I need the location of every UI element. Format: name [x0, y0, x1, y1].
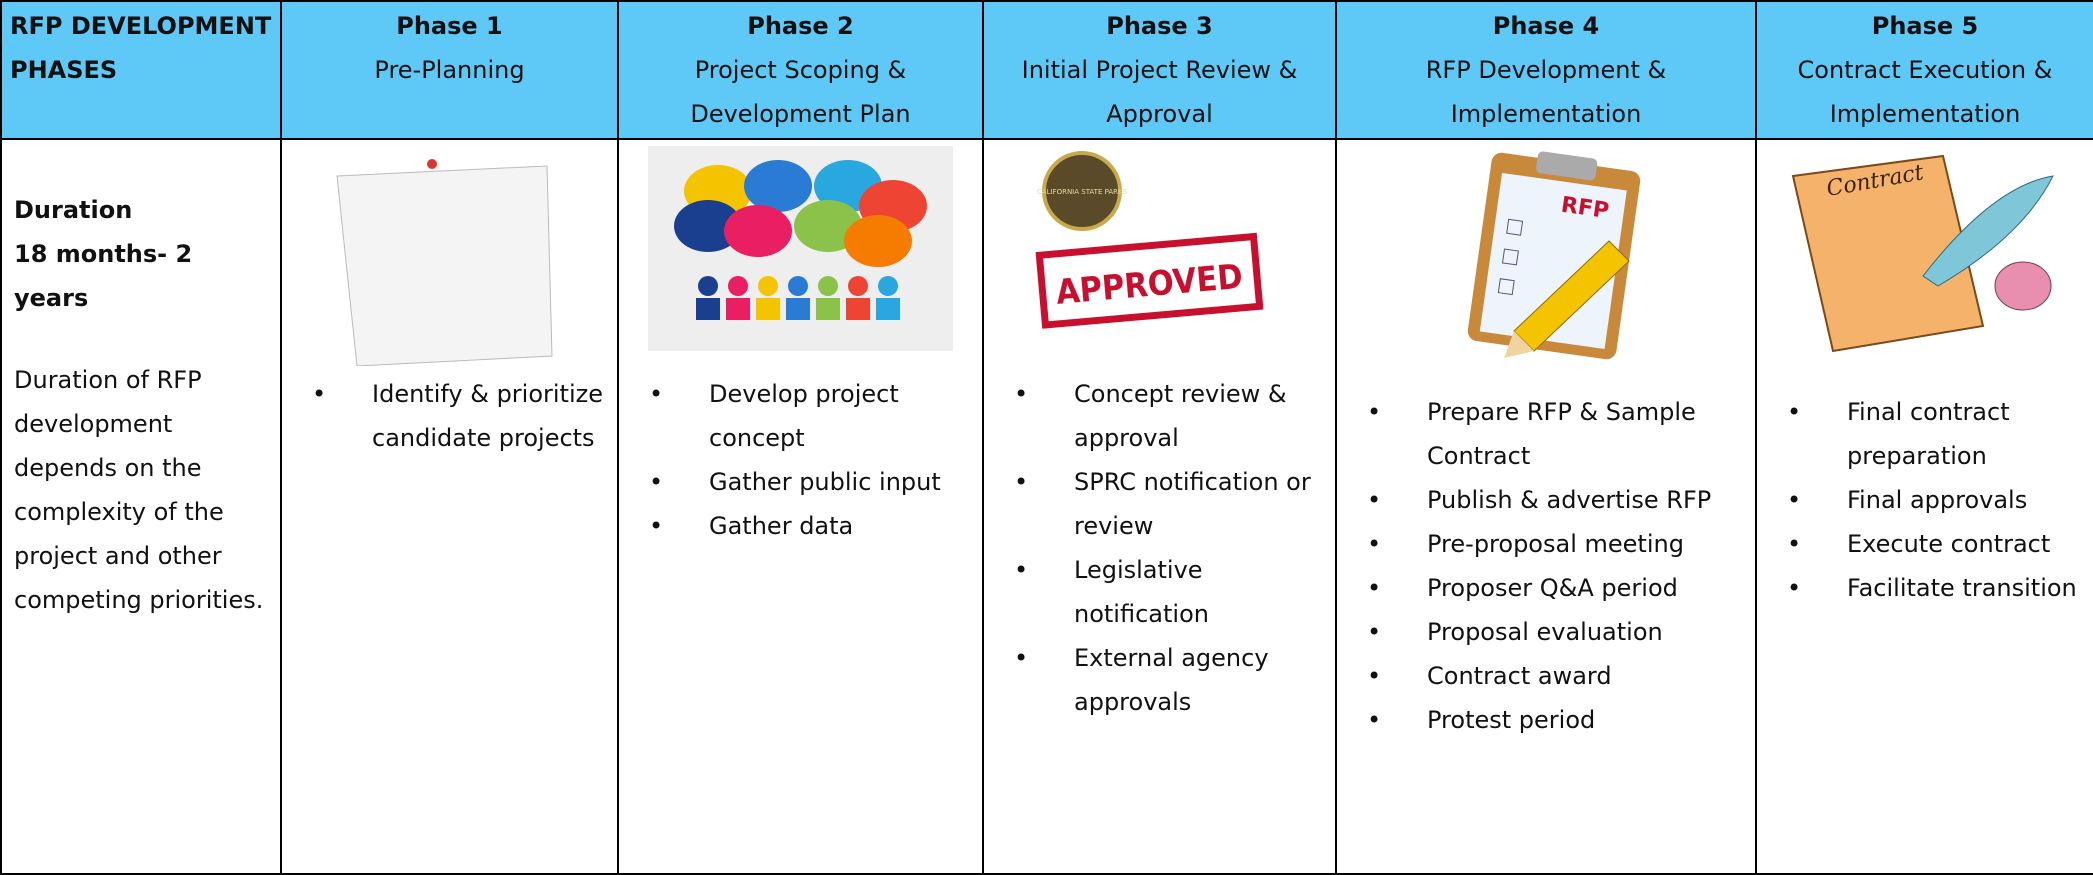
phase-header: Phase 5 Contract Execution & Implementati… [1755, 0, 2093, 140]
person-head [818, 276, 838, 296]
phase-image: What's the plan? [282, 140, 617, 372]
person-body [786, 298, 810, 320]
phase-image: Contract [1757, 140, 2093, 372]
person-body [756, 298, 780, 320]
phase-cell: RFP Prepare RFP & Sample ContractPublish … [1335, 138, 1757, 875]
person-head [848, 276, 868, 296]
illustration: RFP [1467, 151, 1640, 360]
illustration: CALIFORNIA STATE PARKS APPROVED [1035, 151, 1264, 329]
bullet-item: Develop project concept [649, 372, 972, 460]
bullet-item: Final contract preparation [1787, 390, 2083, 478]
bullet-item: Proposer Q&A period [1367, 566, 1745, 610]
phase-name: Project Scoping & Development Plan [690, 56, 911, 128]
phase-label: Phase 4 [1492, 12, 1600, 40]
phase-label: Phase 2 [747, 12, 854, 40]
bullet-item: Proposal evaluation [1367, 610, 1745, 654]
bullet-item: Concept review & approval [1014, 372, 1325, 460]
phase-image: RFP [1337, 140, 1755, 372]
phase-cell: Develop project conceptGather public inp… [617, 138, 984, 875]
person-head [878, 276, 898, 296]
person-body [696, 298, 720, 320]
speech-bubble [844, 215, 912, 267]
phase-cell: Contract Final contract preparationFinal … [1755, 138, 2093, 875]
duration-description: Duration of RFP development depends on t… [14, 366, 264, 614]
bullet-item: Legislative notification [1014, 548, 1325, 636]
bullet-item: Final approvals [1787, 478, 2083, 522]
phase-header: Phase 1 Pre-Planning [280, 0, 619, 140]
checkbox [1497, 278, 1515, 296]
phase-cell: CALIFORNIA STATE PARKS APPROVED Concept re… [982, 138, 1337, 875]
phase-image: CALIFORNIA STATE PARKS APPROVED [984, 140, 1335, 372]
bullet-item: Gather public input [649, 460, 972, 504]
phase-image [619, 140, 982, 372]
pin [427, 159, 437, 169]
bullet-list: Identify & prioritize candidate projects [282, 372, 617, 460]
hand [1994, 261, 2051, 311]
phase-header: Phase 2 Project Scoping & Development Pla… [617, 0, 984, 140]
pencil [1512, 240, 1630, 352]
illustration [648, 146, 953, 351]
duration-cell: Duration 18 months- 2 years Duration of … [0, 138, 282, 875]
header-row: RFP DEVELOPMENT PHASES Phase 1 Pre-Planni… [0, 0, 2093, 140]
phase-name: RFP Development & Implementation [1425, 56, 1667, 128]
bullet-list: Final contract preparationFinal approval… [1757, 390, 2093, 610]
quill [1921, 175, 2054, 287]
seal-text: CALIFORNIA STATE PARKS [1037, 188, 1128, 196]
bullet-list: Concept review & approvalSPRC notificati… [984, 372, 1335, 724]
speech-bubble [744, 160, 812, 212]
pencil-tip [1503, 331, 1534, 358]
phase-label: Phase 1 [396, 12, 503, 40]
bullet-item: Contract award [1367, 654, 1745, 698]
seal [1042, 151, 1122, 231]
person-body [846, 298, 870, 320]
phase-name: Initial Project Review & Approval [1021, 56, 1298, 128]
bullet-item: External agency approvals [1014, 636, 1325, 724]
person-head [788, 276, 808, 296]
checkbox [1505, 218, 1523, 236]
phase-label: Phase 5 [1871, 12, 1979, 40]
phase-header: Phase 3 Initial Project Review & Approval [982, 0, 1337, 140]
speech-bubble [674, 200, 742, 252]
speech-bubble [724, 205, 792, 257]
person-head [758, 276, 778, 296]
body-row: Duration 18 months- 2 years Duration of … [0, 138, 2093, 875]
bullet-item: Pre-proposal meeting [1367, 522, 1745, 566]
scroll [1791, 154, 1984, 353]
bullet-item: Protest period [1367, 698, 1745, 742]
paper [1479, 172, 1627, 349]
bullet-item: SPRC notification or review [1014, 460, 1325, 548]
clip [1535, 151, 1597, 181]
bullet-item: Identify & prioritize candidate projects [312, 372, 607, 460]
person-body [726, 298, 750, 320]
person-head [698, 276, 718, 296]
illustration: What's the plan? [336, 159, 553, 366]
header-title: RFP DEVELOPMENT PHASES [0, 0, 282, 140]
illustration: Contract [1791, 154, 2054, 353]
phase-name: Pre-Planning [374, 56, 525, 84]
phase-cell: What's the plan?Identify & prioritize ca… [280, 138, 619, 875]
person-head [728, 276, 748, 296]
phase-label: Phase 3 [1106, 12, 1213, 40]
stamp-text: APPROVED [1054, 257, 1244, 313]
duration-heading: Duration [14, 196, 133, 224]
bullet-item: Prepare RFP & Sample Contract [1367, 390, 1745, 478]
bullet-item: Gather data [649, 504, 972, 548]
phase-header: Phase 4 RFP Development & Implementation [1335, 0, 1757, 140]
bullet-list: Develop project conceptGather public inp… [619, 372, 982, 548]
note [336, 165, 553, 366]
checkbox [1501, 248, 1519, 266]
bullet-list: Prepare RFP & Sample ContractPublish & a… [1337, 390, 1755, 742]
stamp-box [1035, 232, 1264, 329]
person-body [816, 298, 840, 320]
bullet-item: Publish & advertise RFP [1367, 478, 1745, 522]
phase-name: Contract Execution & Implementation [1797, 56, 2053, 128]
duration-length: 18 months- 2 years [14, 240, 193, 312]
bullet-item: Facilitate transition [1787, 566, 2083, 610]
person-body [876, 298, 900, 320]
bullet-item: Execute contract [1787, 522, 2083, 566]
